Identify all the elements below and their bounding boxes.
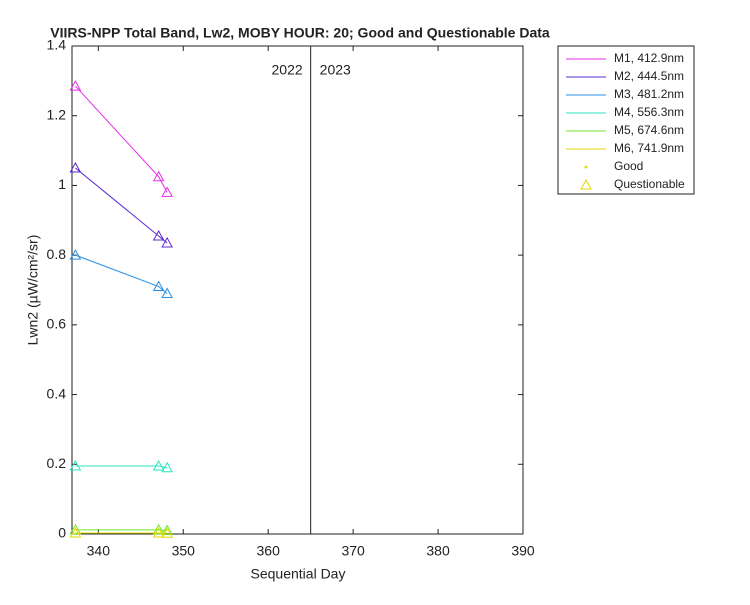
y-tick-label: 0.2	[47, 455, 67, 471]
y-tick-label: 0.6	[47, 316, 67, 332]
legend-label: M5, 674.6nm	[614, 123, 684, 137]
x-tick-label: 360	[257, 543, 281, 559]
plot-frame	[72, 46, 523, 534]
year-label: 2023	[320, 62, 351, 78]
x-axis-label: Sequential Day	[251, 566, 346, 582]
y-axis-label: Lwn2 (µW/cm²/sr)	[25, 235, 41, 346]
y-tick-label: 1.4	[47, 37, 67, 53]
chart-title: VIIRS-NPP Total Band, Lw2, MOBY HOUR: 20…	[50, 25, 550, 41]
x-tick-label: 380	[426, 543, 450, 559]
y-tick-label: 1	[58, 176, 66, 192]
series-line	[75, 255, 167, 293]
y-tick-label: 0.8	[47, 246, 67, 262]
series-line	[75, 168, 167, 243]
legend-label: M4, 556.3nm	[614, 105, 684, 119]
year-label: 2022	[272, 62, 303, 78]
legend-good-marker	[585, 166, 588, 169]
legend-label: M6, 741.9nm	[614, 141, 684, 155]
x-tick-label: 370	[341, 543, 365, 559]
legend-label: Good	[614, 159, 643, 173]
series-line	[75, 530, 167, 531]
legend-label: M1, 412.9nm	[614, 51, 684, 65]
legend-label: M2, 444.5nm	[614, 69, 684, 83]
legend-label: Questionable	[614, 177, 685, 191]
y-tick-label: 0.4	[47, 385, 67, 401]
x-tick-label: 340	[87, 543, 111, 559]
x-tick-label: 350	[172, 543, 196, 559]
series-line	[75, 466, 167, 468]
y-tick-label: 0	[58, 525, 66, 541]
y-tick-label: 1.2	[47, 106, 67, 122]
x-tick-label: 390	[511, 543, 535, 559]
series-line	[75, 86, 167, 192]
legend-label: M3, 481.2nm	[614, 87, 684, 101]
